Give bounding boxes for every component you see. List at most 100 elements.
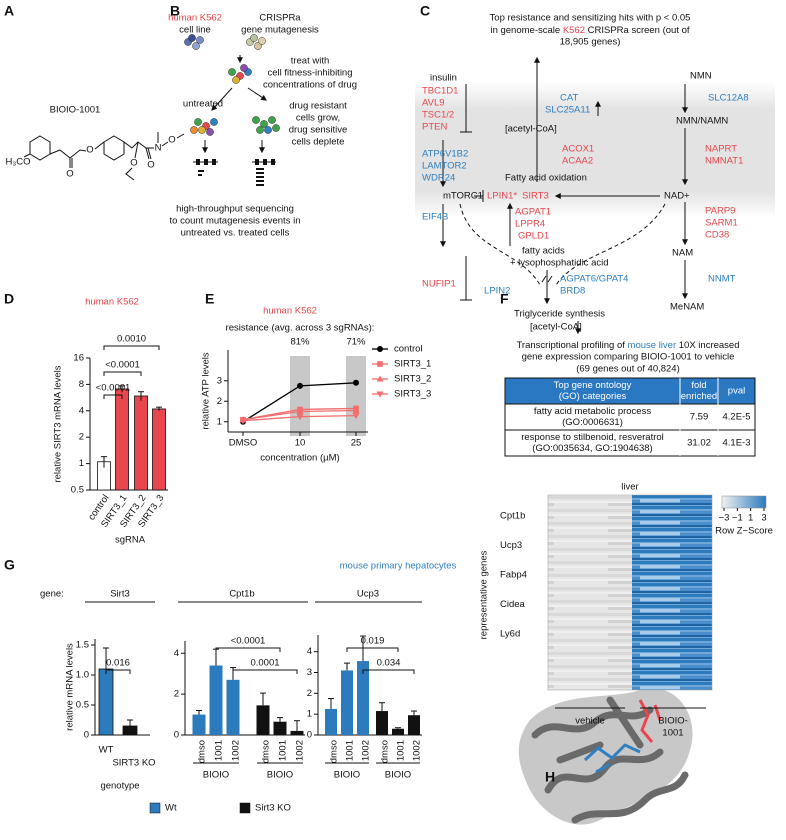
resistance-hit: CD38 [705, 230, 729, 241]
profiling-title: gene expression comparing BIOIO-1001 to … [522, 352, 735, 363]
metabolite: Triglyceride synthesis [514, 309, 605, 320]
legend-label: SIRT3_3 [394, 389, 431, 400]
bar [115, 388, 129, 491]
y-axis-label: relative mRNA levels [65, 643, 76, 731]
cell [252, 116, 260, 124]
annotation: 71% [346, 337, 366, 348]
group-label: vehicle [575, 716, 605, 727]
panel-label: G [4, 557, 15, 573]
panel-label: H [545, 769, 555, 785]
cell [240, 64, 248, 72]
cell [250, 34, 258, 42]
sensitizing-hit: LPIN2 [484, 286, 510, 297]
p-value: 0.016 [106, 658, 130, 669]
atom-label: O [86, 145, 93, 156]
schematic-text: cell line [179, 25, 211, 36]
panel-label: E [205, 291, 214, 307]
p-value: <0.0001 [96, 383, 131, 394]
metabolite: fatty acids [522, 246, 565, 257]
table-cell: 7.59 [690, 412, 709, 423]
cell [258, 37, 266, 45]
cell [188, 34, 196, 42]
x-tick-label: 1001 [396, 740, 407, 761]
marker [376, 375, 384, 382]
p-value: 0.034 [377, 658, 401, 669]
metabolite: MeNAM [670, 302, 704, 313]
cell [272, 124, 280, 132]
key-label: Row Z−Score [715, 526, 773, 537]
legend-swatch [239, 802, 251, 814]
marker [376, 391, 384, 398]
resistance-hit: AVL9 [422, 98, 445, 109]
panel-label: D [4, 291, 14, 307]
y-tick-label: 4 [307, 646, 312, 657]
cell [254, 42, 262, 50]
y-tick-label: 1 [217, 416, 222, 427]
bar [122, 725, 138, 736]
table-header-text: Top gene ontology [554, 380, 632, 391]
table-header-text: fold [691, 380, 706, 391]
chemical-structure [23, 132, 185, 181]
annotation: resistance (avg. across 3 sgRNAs): [226, 323, 375, 334]
y-tick-label: 0 [174, 730, 179, 741]
chart-title: Cpt1b [229, 589, 254, 600]
x-tick-label: 1001 [214, 740, 225, 761]
chart-title: Sirt3 [110, 589, 130, 600]
metabolite: NAD+ [664, 191, 690, 202]
key-tick-label: −1 [732, 513, 743, 524]
x-axis-label: concentration (µM) [260, 453, 339, 464]
atom-label: H₃CO [6, 157, 31, 168]
y-tick-label: 4 [79, 405, 84, 416]
cell [256, 126, 264, 134]
gene-header: gene: [40, 589, 64, 600]
bar [290, 730, 304, 735]
highlight [346, 356, 366, 436]
significance-bracket [346, 647, 399, 652]
x-tick-label: 1001 [278, 740, 289, 761]
p-value: 0.019 [361, 636, 385, 647]
atom-label: O [147, 160, 154, 171]
x-tick-label: dmso [329, 740, 340, 763]
legend-label: Wt [165, 803, 177, 814]
sensitizing-hit: SLC25A11 [545, 105, 590, 116]
schematic-text: cells grow, [296, 113, 340, 124]
x-tick-label: 1002 [412, 740, 423, 761]
diagram-title-part: CRISPRa screen (out of [585, 25, 690, 36]
schematic-text: human K562 [168, 13, 222, 24]
key-tick-label: 3 [761, 513, 766, 524]
marker [352, 413, 360, 420]
heatmap-y-label: representative genes [479, 550, 490, 639]
schematic-text: untreated vs. treated cells [181, 228, 290, 239]
metabolite: NAM [672, 248, 693, 259]
diagram-title-part: in genome-scale [490, 25, 562, 36]
group-label: BIOIO- [658, 716, 688, 727]
panel-title: mouse primary hepatocytes [340, 561, 457, 572]
compound-name: BIOIO-1001 [50, 105, 101, 116]
metabolite: NMN/NAMN [676, 116, 728, 127]
table-cell: 4.2E-5 [723, 412, 751, 423]
y-tick-label: 1.5 [76, 640, 89, 651]
bar [376, 711, 388, 735]
x-tick-label: 1001 [345, 740, 356, 761]
y-tick-label: 8 [79, 379, 84, 390]
sensitizing-hit: ATP6V1B2 [422, 149, 468, 160]
schematic-text: CRISPRa [259, 13, 301, 24]
pathway-diagram [415, 56, 775, 335]
legend-label: control [394, 344, 423, 355]
x-tick-label: 10 [295, 438, 306, 449]
table-header [505, 378, 755, 404]
cell [268, 116, 276, 124]
profiling-title-part: mouse liver [628, 340, 677, 351]
table-cell: 31.02 [687, 438, 711, 449]
key-tick-label: 1 [748, 513, 753, 524]
heatmap [547, 494, 767, 709]
highlight [290, 356, 310, 436]
schematic-text: cells deplete [292, 137, 345, 148]
marker [352, 406, 360, 413]
bar [209, 665, 223, 735]
panel-label: C [420, 3, 430, 19]
bar [256, 705, 270, 735]
schematic-text: concentrations of drug [263, 80, 357, 91]
schematic-text: untreated [183, 99, 223, 110]
metabolite: insulin [430, 73, 457, 84]
